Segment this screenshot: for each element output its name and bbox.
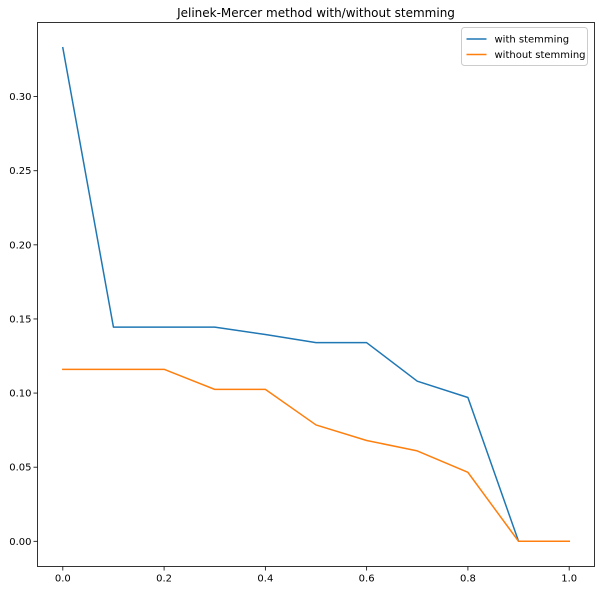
x-tick-label: 1.0 xyxy=(561,574,577,585)
y-tick-label: 0.25 xyxy=(9,166,31,177)
legend-label-without-stemming: without stemming xyxy=(495,50,586,61)
x-tick-label: 0.6 xyxy=(359,574,375,585)
x-axis-ticks: 0.0 0.2 0.4 0.6 0.8 1.0 xyxy=(55,566,577,585)
x-tick-label: 0.0 xyxy=(55,574,71,585)
series-line-with-stemming xyxy=(61,46,570,543)
y-tick-label: 0.20 xyxy=(9,240,31,251)
x-tick-label: 0.2 xyxy=(156,574,172,585)
legend-box xyxy=(461,27,588,66)
y-tick-label: 0.05 xyxy=(9,463,31,474)
y-tick-label: 0.30 xyxy=(9,92,31,103)
series-line-without-stemming xyxy=(62,368,570,543)
legend-label-with-stemming: with stemming xyxy=(495,35,570,46)
chart-title: Jelinek-Mercer method with/without stemm… xyxy=(176,6,455,20)
y-tick-label: 0.10 xyxy=(9,389,31,400)
y-axis-ticks: 0.00 0.05 0.10 0.15 0.20 0.25 0.30 xyxy=(9,92,38,548)
plot-area xyxy=(37,22,595,567)
y-tick-label: 0.15 xyxy=(9,314,31,325)
y-tick-label: 0.00 xyxy=(9,537,31,548)
series-lines xyxy=(61,46,570,543)
x-tick-label: 0.8 xyxy=(460,574,476,585)
legend: with stemming without stemming xyxy=(461,27,588,66)
x-tick-label: 0.4 xyxy=(257,574,273,585)
